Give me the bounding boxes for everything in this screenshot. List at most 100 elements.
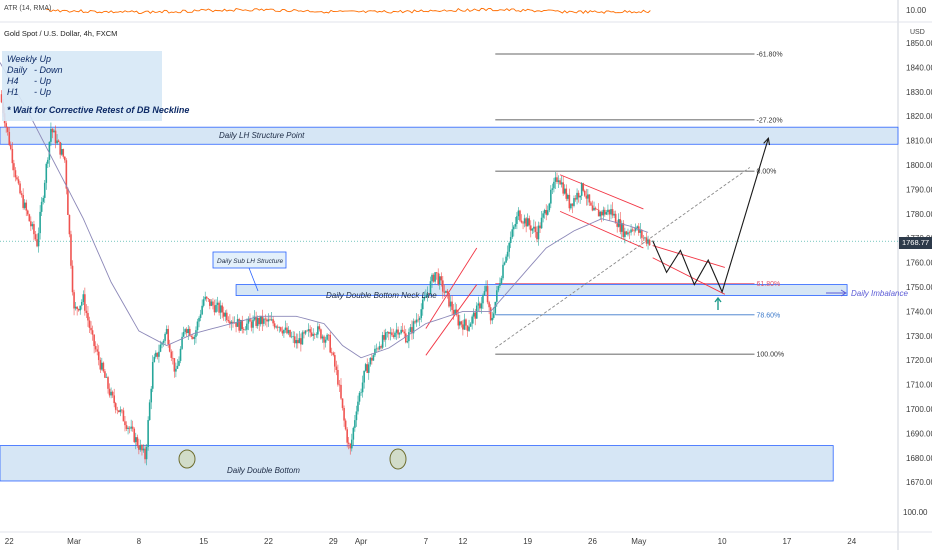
candle-body [14,170,17,178]
candle-body [118,410,120,413]
candle-body [642,237,645,239]
candle-body [119,409,122,413]
candle-body [380,346,382,348]
candle-body [25,202,28,211]
candle-body [395,329,398,333]
candle-body [386,331,389,333]
candle-body [176,365,179,369]
candle-body [421,299,424,310]
bias-separator: - [34,65,37,75]
bias-timeframe: Daily [7,65,28,75]
channel-upper-line [425,247,478,329]
candle-body [71,265,74,293]
candle-body [420,309,423,319]
candle-body [227,320,230,322]
candle-body [164,333,166,341]
bias-note: * Wait for Corrective Retest of DB Neckl… [7,105,190,115]
fibonacci-retracement: -61.80% -27.20% 0.00% 61.80% 78.60% 100.00% [495,51,784,359]
candle-body [543,210,546,214]
candle-body [343,407,345,421]
bias-direction: Down [39,65,63,75]
candle-body [539,225,541,229]
candle-body [107,377,109,389]
candle-body [611,209,614,216]
candle-body [283,329,285,334]
price-tick-label: 1790.00 [906,185,932,194]
candle-body [443,291,446,293]
candle-body [411,327,413,334]
candle-body [84,294,86,311]
candle-body [134,437,137,443]
candle-body [161,342,163,345]
candle-body [648,239,651,246]
candle-body [210,301,213,306]
candle-body [364,364,367,371]
candle-body [587,194,589,199]
candle-body [503,262,506,265]
candle-body [636,226,639,228]
candle-body [607,209,609,213]
candle-body [602,209,605,216]
candle-body [466,325,469,331]
candle-body [73,292,75,309]
candle-body [344,420,347,430]
bias-separator: - [34,54,37,64]
candle-body [525,218,527,227]
candle-body [82,294,85,302]
candle-body [383,335,385,340]
candle-body [5,123,7,128]
candle-body [567,194,569,199]
atr-indicator-label[interactable]: ATR (14, RMA) [4,5,52,12]
structure-zone [0,445,834,482]
candle-body [499,283,501,286]
atr-line [46,7,651,15]
candle-body [168,344,171,352]
candle-body [437,273,439,285]
candle-body [215,304,217,313]
candle-body [121,409,123,411]
candle-body [497,285,500,291]
fib-level-label: -27.20% [757,117,783,124]
candle-body [125,425,128,429]
time-tick-label: 22 [264,537,273,546]
candle-body [113,395,115,404]
candle-body [400,329,402,334]
candle-body [312,334,315,336]
candle-body [295,340,298,344]
candle-body [19,183,21,194]
candle-body [292,336,294,337]
candle-body [97,351,100,361]
candle-body [352,427,355,440]
candle-body [367,364,370,373]
candle-body [332,352,335,356]
imbalance-marker: Daily Imbalance [826,289,908,298]
candle-body [273,323,276,328]
candle-body [341,398,344,408]
candle-body [0,94,3,103]
candle-body [455,309,458,315]
candle-body [205,296,208,299]
candle-body [563,188,566,194]
candle-body [42,197,45,202]
candle-body [289,329,291,337]
time-tick-label: 8 [137,537,142,546]
structure-zones [0,126,899,482]
candle-body [565,188,568,199]
candle-body [124,421,126,426]
candle-body [361,382,364,393]
candle-body [516,216,518,224]
candle-body [534,226,537,232]
candle-body [446,290,449,294]
candle-body [219,305,222,313]
time-tick-label: 29 [329,537,338,546]
time-tick-label: 15 [199,537,208,546]
symbol-title[interactable]: Gold Spot / U.S. Dollar, 4h, FXCM [4,29,118,38]
candle-body [480,303,483,309]
candle-body [90,327,92,331]
candle-body [105,377,108,378]
wedge-upper-line [652,245,726,268]
candle-body [201,305,203,315]
candle-body [445,290,447,293]
candle-body [65,160,68,189]
candle-body [628,232,631,234]
